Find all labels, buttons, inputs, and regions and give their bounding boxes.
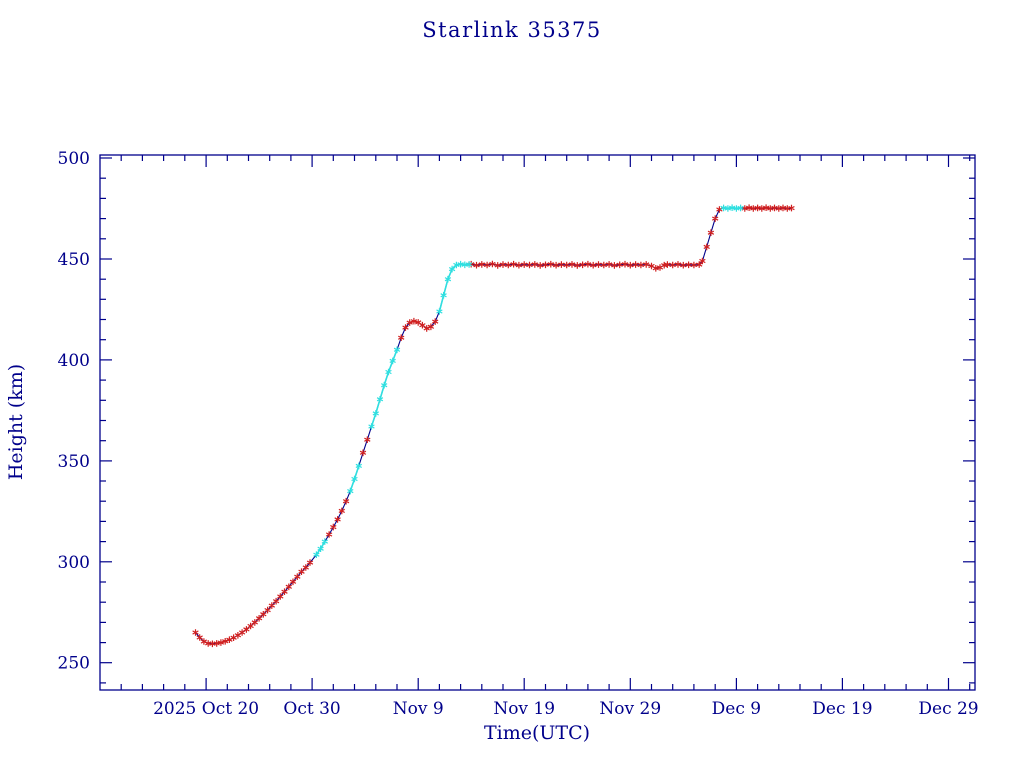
- y-tick-label: 450: [58, 250, 90, 270]
- data-markers: [192, 204, 795, 648]
- plot-frame: [99, 154, 976, 691]
- y-axis-label: Height (km): [5, 364, 27, 480]
- tick-labels: 250 300 350 400 450 500 2025 Oct 20 Oct 30 Nov 9…: [58, 149, 979, 719]
- height-series-line: [195, 207, 792, 645]
- tick-marks: [100, 155, 975, 690]
- x-axis-label: Time(UTC): [484, 722, 590, 744]
- red-asterisk-markers: [192, 204, 795, 648]
- y-tick-label: 250: [58, 654, 90, 674]
- axis-frame: [99, 154, 976, 691]
- chart-title: Starlink 35375: [422, 18, 602, 42]
- y-tick-label: 350: [58, 452, 90, 472]
- x-tick-label: Nov 29: [599, 699, 661, 719]
- y-tick-label: 300: [58, 553, 90, 573]
- highlighted-series-line: [315, 206, 741, 556]
- x-tick-label: Nov 9: [393, 699, 444, 719]
- x-tick-label: Dec 29: [918, 699, 978, 719]
- x-tick-label: Dec 19: [812, 699, 872, 719]
- x-tick-label: Nov 19: [493, 699, 555, 719]
- y-tick-label: 400: [58, 351, 90, 371]
- x-tick-label: Oct 30: [283, 699, 340, 719]
- x-tick-label: Dec 9: [712, 699, 761, 719]
- data-line: [195, 206, 792, 645]
- y-tick-label: 500: [58, 149, 90, 169]
- cyan-asterisk-markers: [313, 204, 744, 558]
- x-tick-label: 2025 Oct 20: [153, 699, 259, 719]
- plot-area: 250 300 350 400 450 500 2025 Oct 20 Oct 30 Nov 9…: [58, 149, 979, 719]
